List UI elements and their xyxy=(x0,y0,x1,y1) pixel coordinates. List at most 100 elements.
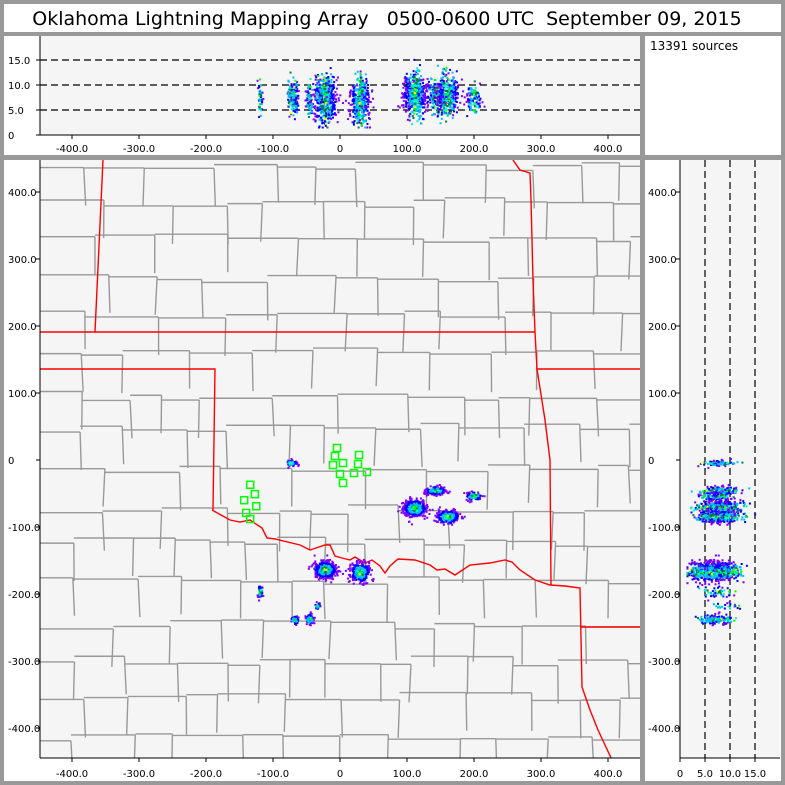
source-point xyxy=(323,109,326,112)
source-point xyxy=(364,106,367,109)
source-point xyxy=(307,93,310,96)
source-point xyxy=(366,92,369,95)
source-point xyxy=(432,113,435,116)
source-point xyxy=(427,104,430,107)
source-point xyxy=(471,90,474,93)
county-line xyxy=(387,734,389,758)
source-point xyxy=(309,624,312,627)
source-point xyxy=(372,577,375,580)
source-point xyxy=(296,108,299,111)
source-point xyxy=(424,510,427,513)
source-point xyxy=(356,77,359,80)
source-point xyxy=(409,512,412,515)
source-point xyxy=(360,97,363,100)
source-point xyxy=(356,564,359,567)
source-point xyxy=(435,96,438,99)
source-point xyxy=(332,93,335,96)
source-point xyxy=(314,113,317,116)
county-line xyxy=(584,625,588,665)
source-point xyxy=(294,461,297,464)
source-point xyxy=(446,108,449,111)
source-point xyxy=(402,510,405,513)
source-point xyxy=(425,510,428,513)
source-point xyxy=(322,578,325,581)
source-point xyxy=(418,88,421,91)
source-point xyxy=(478,496,481,499)
source-point xyxy=(447,519,450,522)
source-point xyxy=(349,114,352,117)
source-point xyxy=(416,120,419,123)
source-point xyxy=(419,93,422,96)
source-point xyxy=(402,501,405,504)
source-point xyxy=(332,573,335,576)
source-point xyxy=(445,518,448,521)
source-point xyxy=(330,109,333,112)
source-point xyxy=(327,117,330,120)
county-line xyxy=(310,350,314,389)
source-point xyxy=(361,76,364,79)
county-line xyxy=(592,350,596,389)
source-point xyxy=(417,83,420,86)
source-point xyxy=(455,511,458,514)
source-point xyxy=(317,604,320,607)
source-point xyxy=(430,85,433,88)
source-point xyxy=(467,102,470,105)
source-point xyxy=(354,72,357,75)
source-point xyxy=(414,77,417,80)
source-point xyxy=(259,109,262,112)
source-point xyxy=(328,572,331,575)
source-point xyxy=(404,96,407,99)
source-point xyxy=(360,567,363,570)
county-line xyxy=(121,355,124,394)
source-point xyxy=(402,94,405,97)
source-point xyxy=(294,87,297,90)
source-point xyxy=(290,108,293,111)
source-point xyxy=(308,565,311,568)
source-point xyxy=(326,97,329,100)
source-point xyxy=(474,111,477,114)
source-point xyxy=(322,91,325,94)
source-point xyxy=(451,523,454,526)
source-point xyxy=(353,94,356,97)
source-point xyxy=(326,576,329,579)
county-line xyxy=(545,201,549,240)
source-point xyxy=(363,95,366,98)
source-point xyxy=(292,114,295,117)
county-line xyxy=(553,541,557,580)
source-point xyxy=(366,582,369,585)
source-point xyxy=(333,113,336,116)
source-point xyxy=(361,560,364,563)
source-point xyxy=(411,86,414,89)
source-point xyxy=(452,79,455,82)
source-point xyxy=(323,86,326,89)
station-marker xyxy=(245,514,255,524)
source-point xyxy=(362,99,365,102)
source-point xyxy=(404,78,407,81)
source-point xyxy=(317,567,320,570)
source-point xyxy=(430,92,433,95)
source-point xyxy=(318,79,321,82)
source-point xyxy=(321,563,324,566)
source-point xyxy=(326,93,329,96)
source-point xyxy=(479,494,482,497)
source-point xyxy=(410,509,413,512)
source-point xyxy=(323,111,326,114)
source-point xyxy=(457,84,460,87)
county-line xyxy=(137,579,141,618)
source-point xyxy=(290,113,293,116)
source-point xyxy=(424,110,427,113)
source-point xyxy=(361,573,364,576)
county-line xyxy=(180,576,183,615)
source-point xyxy=(294,89,297,92)
source-point xyxy=(422,85,425,88)
source-point xyxy=(355,564,358,567)
county-line xyxy=(386,584,389,623)
source-point xyxy=(460,95,463,98)
source-point xyxy=(357,572,360,575)
source-point xyxy=(368,96,371,99)
source-point xyxy=(308,112,311,115)
source-point xyxy=(322,80,325,83)
source-point xyxy=(433,519,436,522)
source-point xyxy=(306,97,309,100)
source-point xyxy=(408,116,411,119)
